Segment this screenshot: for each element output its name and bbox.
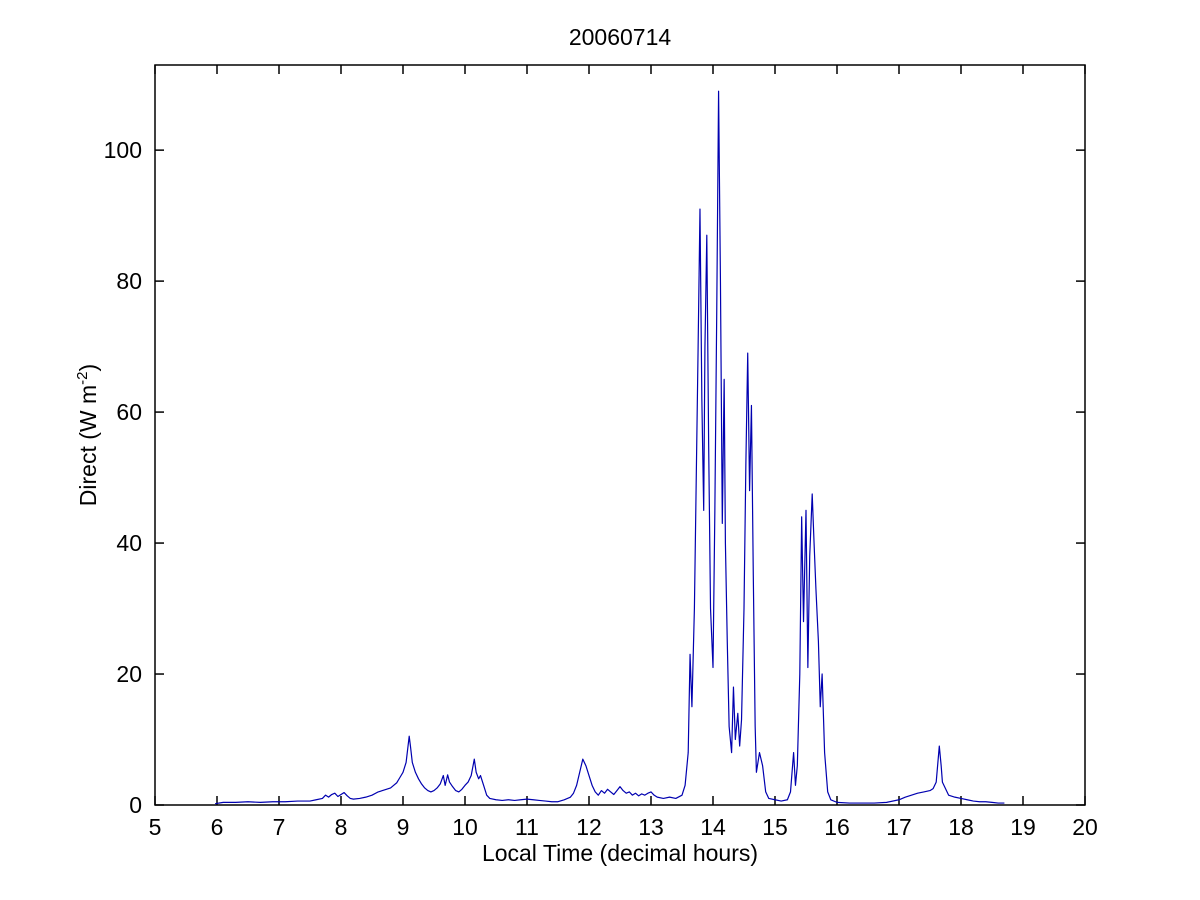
- x-tick-label: 6: [211, 814, 224, 840]
- x-tick-label: 13: [638, 814, 664, 840]
- x-tick-label: 15: [762, 814, 788, 840]
- x-tick-label: 18: [948, 814, 974, 840]
- x-tick-label: 16: [824, 814, 850, 840]
- chart-title: 20060714: [568, 24, 672, 50]
- x-tick-label: 8: [335, 814, 348, 840]
- y-axis-label-exponent: -2: [74, 371, 92, 385]
- y-axis-label-main: Direct (W m: [74, 384, 101, 507]
- x-tick-label: 9: [397, 814, 410, 840]
- y-tick-label: 20: [116, 661, 142, 687]
- x-axis-label: Local Time (decimal hours): [481, 840, 759, 866]
- series-line-direct_irradiance: [215, 90, 1005, 805]
- x-tick-label: 17: [886, 814, 912, 840]
- axes-box: [154, 64, 1086, 806]
- y-tick-label: 100: [104, 137, 142, 163]
- y-tick-label: 40: [116, 530, 142, 556]
- x-tick-label: 12: [576, 814, 602, 840]
- x-tick-label: 7: [273, 814, 286, 840]
- y-axis-label: Direct (W m-2): [74, 364, 102, 506]
- x-tick-label: 20: [1072, 814, 1098, 840]
- y-axis-label-end: ): [74, 363, 101, 372]
- y-tick-label: 0: [129, 792, 142, 818]
- x-tick-label: 14: [700, 814, 726, 840]
- x-tick-label: 19: [1010, 814, 1036, 840]
- y-tick-label: 60: [116, 399, 142, 425]
- x-tick-label: 5: [149, 814, 162, 840]
- x-tick-label: 10: [452, 814, 478, 840]
- y-tick-label: 80: [116, 268, 142, 294]
- x-tick-label: 11: [515, 814, 539, 840]
